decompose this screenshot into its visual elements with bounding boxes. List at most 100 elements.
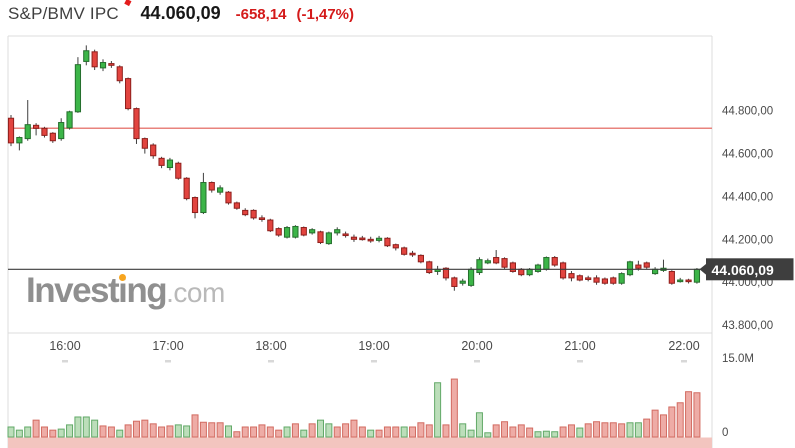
candle [685,278,692,284]
candle [175,161,182,180]
logo-text: Investing [26,271,168,310]
price-axis-label: 43.800,00 [722,320,773,332]
time-axis-label: 18:00 [255,339,286,353]
volume-bar [542,430,550,438]
candle [350,234,358,242]
volume-bar [383,426,391,438]
price-change-percent: (-1,47%) [296,6,355,23]
time-axis-label: 21:00 [564,339,595,353]
volume-bar [91,419,99,438]
volume-bar [626,422,634,438]
volume-bar [15,429,23,438]
candle [116,65,123,84]
volume-bar [342,423,350,438]
volume-bar [300,429,308,438]
time-axis-tick [474,360,480,363]
candle [534,263,542,273]
time-axis-label: 19:00 [358,339,389,353]
candle [83,45,90,66]
volume-bar [559,426,567,438]
volume-bar [526,427,534,438]
candle [41,126,48,138]
candle [158,156,165,169]
candle [392,243,399,251]
candle [7,115,15,147]
volume-bar [651,409,659,438]
volume-bar [174,424,182,438]
volume-bar [333,426,341,438]
volume-bar [358,426,366,438]
volume-bar [258,424,266,438]
last-price: 44.060,09 [140,3,221,23]
candle [668,270,675,285]
volume-bar [99,425,107,438]
candle [200,172,207,215]
time-axis-tick [681,360,687,363]
candle [133,107,140,144]
candle [593,275,600,285]
candle [250,209,257,220]
candle [342,231,349,238]
volume-bar [132,420,140,438]
candle [559,261,567,280]
candle [183,177,190,201]
volume-bar [141,419,149,438]
candle [317,230,324,245]
volume-bar [551,431,559,438]
candle [451,276,458,291]
candle [66,110,73,130]
time-axis-tick [268,360,274,363]
volume-bar [567,424,575,438]
volume-bar [216,422,224,438]
candle [401,246,408,256]
candle [501,257,508,269]
volume-bar [409,426,417,438]
candle [242,208,249,217]
price-axis-label: 44.400,00 [722,191,773,203]
volume-bar [492,424,500,438]
volume-bar [241,426,249,438]
time-axis-tick [577,360,583,363]
volume-baseline-strip [8,437,712,448]
volume-bar [7,426,15,438]
volume-bar [233,431,241,438]
candle [58,118,65,141]
volume-bar [509,426,517,438]
time-axis-label: 22:00 [668,339,699,353]
volume-bar [24,426,32,438]
candle [434,265,441,275]
candle [493,250,500,265]
volume-bar [425,424,433,438]
volume-bar [275,429,283,438]
candle [125,77,132,111]
volume-bar [266,426,274,438]
candle [417,254,424,264]
candle [24,100,31,141]
volume-bar [199,421,207,438]
volume-bar [634,422,642,438]
volume-bar [317,419,325,438]
volume-axis-label: 0 [722,427,728,439]
candle [409,250,416,257]
volume-bar [417,422,425,438]
volume-bar [124,424,132,438]
candle [325,231,332,245]
volume-bar [74,416,82,438]
candle [476,257,483,275]
volume-bar [668,406,676,438]
volume-bar [32,419,40,438]
volume-bar [325,423,333,438]
volume-bar [375,429,383,438]
last-price-badge-notch [699,264,706,275]
price-change: -658,14 [235,6,287,23]
candle [32,123,40,136]
candle [618,272,625,285]
candle [49,132,56,143]
volume-bar [158,426,166,438]
volume-axis-label: 15.0M [722,353,754,365]
volume-bar [224,425,232,438]
volume-bar [643,418,651,438]
candle [150,143,157,159]
candle [652,267,659,275]
